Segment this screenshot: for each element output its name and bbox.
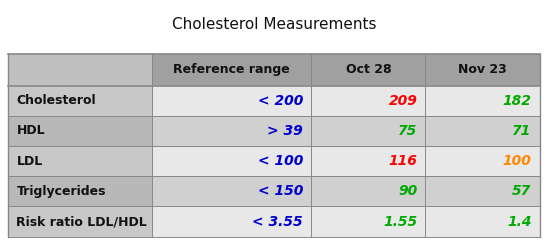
Text: Oct 28: Oct 28 [346,63,391,76]
Text: 209: 209 [389,94,417,108]
Text: Cholesterol Measurements: Cholesterol Measurements [172,17,376,32]
Text: 71: 71 [512,124,532,138]
Text: Risk ratio LDL/HDL: Risk ratio LDL/HDL [16,215,147,228]
Text: HDL: HDL [16,124,45,138]
Text: 90: 90 [398,184,417,198]
Text: 182: 182 [503,94,532,108]
Text: Cholesterol: Cholesterol [16,94,96,107]
Text: 100: 100 [503,154,532,168]
Text: Triglycerides: Triglycerides [16,185,106,198]
Text: < 3.55: < 3.55 [253,214,303,229]
Text: < 150: < 150 [258,184,303,198]
Text: 75: 75 [398,124,417,138]
Text: 116: 116 [389,154,417,168]
Text: 57: 57 [512,184,532,198]
Text: Nov 23: Nov 23 [458,63,507,76]
Text: 1.4: 1.4 [507,214,532,229]
Text: < 100: < 100 [258,154,303,168]
Text: Reference range: Reference range [173,63,290,76]
Text: < 200: < 200 [258,94,303,108]
Text: 1.55: 1.55 [383,214,417,229]
Text: LDL: LDL [16,155,43,168]
Text: > 39: > 39 [267,124,303,138]
